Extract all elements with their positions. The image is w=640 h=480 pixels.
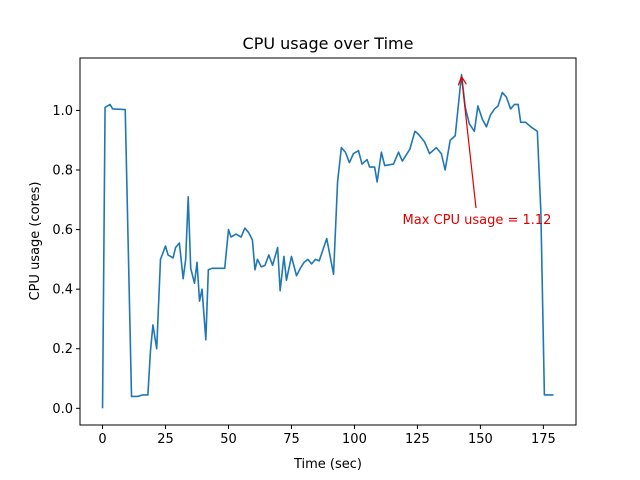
x-tick-label: 25 <box>157 432 174 447</box>
x-tick-label: 100 <box>342 432 367 447</box>
x-axis-label: Time (sec) <box>293 457 362 472</box>
y-tick-label: 0.4 <box>52 283 73 298</box>
x-tick-label: 50 <box>220 432 237 447</box>
x-tick-label: 150 <box>468 432 493 447</box>
chart-title: CPU usage over Time <box>243 34 414 53</box>
y-tick-label: 0.2 <box>52 342 73 357</box>
annotation-arrow <box>462 77 477 209</box>
x-tick-label: 0 <box>98 432 106 447</box>
y-axis-label: CPU usage (cores) <box>28 182 43 301</box>
x-tick-label: 75 <box>283 432 300 447</box>
y-tick-label: 0.8 <box>52 164 73 179</box>
plot-frame <box>79 57 577 426</box>
y-tick-label: 0.6 <box>52 223 73 238</box>
x-tick-label: 175 <box>531 432 556 447</box>
annotation: Max CPU usage = 1.12 <box>403 213 552 228</box>
y-tick-label: 0.0 <box>52 402 73 417</box>
data-line <box>101 73 554 409</box>
y-tick-label: 1.0 <box>52 104 73 119</box>
x-tick-label: 125 <box>405 432 430 447</box>
